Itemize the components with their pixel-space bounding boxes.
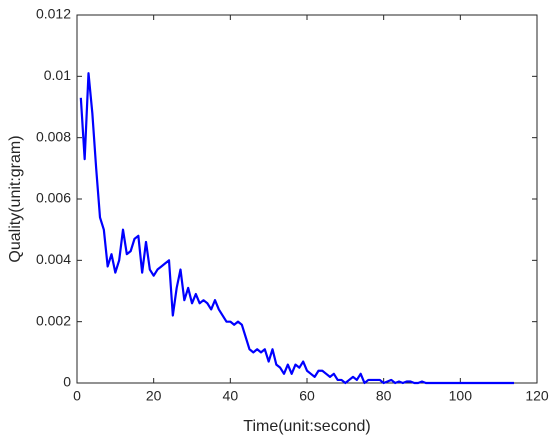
x-tick-label: 80 xyxy=(376,388,392,404)
y-tick-label: 0.004 xyxy=(36,251,71,267)
line-series xyxy=(79,72,514,385)
x-tick-label: 40 xyxy=(223,388,239,404)
x-tick-label: 120 xyxy=(525,388,549,404)
x-tick-label: 0 xyxy=(73,388,81,404)
y-tick-label: 0.01 xyxy=(44,67,71,83)
y-tick-label: 0.012 xyxy=(36,6,71,22)
x-tick-label: 100 xyxy=(449,388,473,404)
x-tick-label: 20 xyxy=(146,388,162,404)
x-axis-label: Time(unit:second) xyxy=(243,418,370,435)
y-tick-label: 0 xyxy=(63,374,71,390)
y-tick-label: 0.008 xyxy=(36,128,71,144)
y-axis-label: Quality(unit:gram) xyxy=(7,135,24,262)
x-tick-label: 60 xyxy=(299,388,315,404)
y-tick-label: 0.002 xyxy=(36,312,71,328)
y-tick-label: 0.006 xyxy=(36,190,71,206)
